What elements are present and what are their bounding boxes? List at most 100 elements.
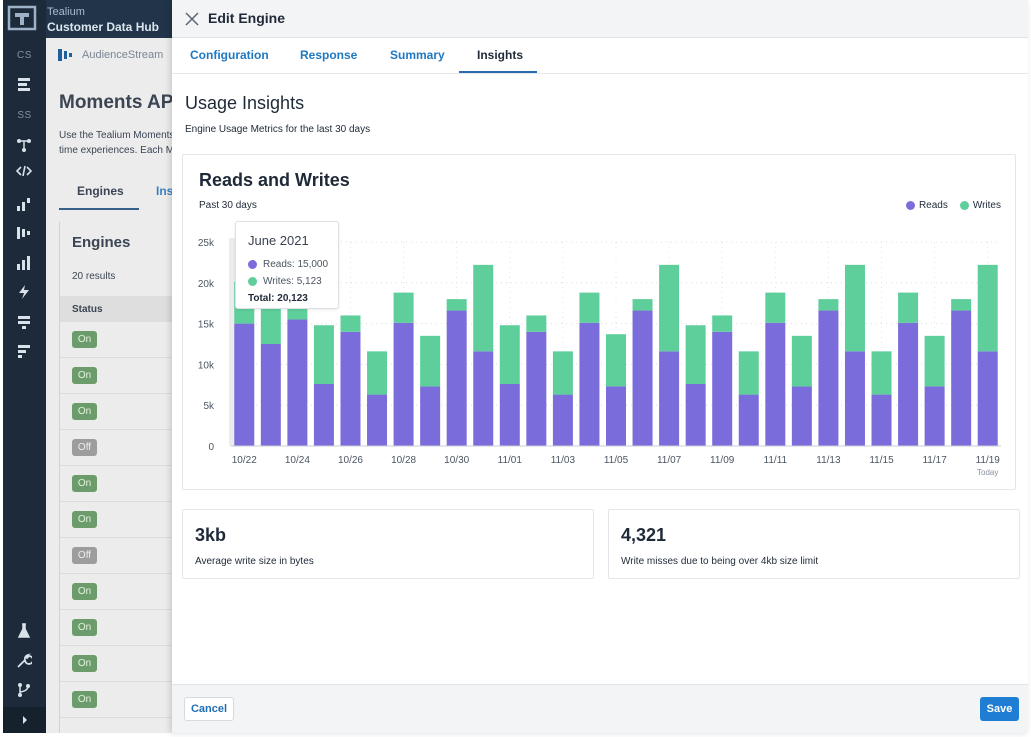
analytics-icon[interactable] — [11, 252, 37, 274]
tab-summary[interactable]: Summary — [390, 48, 445, 62]
status-badge: On — [72, 403, 97, 420]
tooltip-dot-writes — [248, 277, 257, 286]
section-title: Usage Insights — [185, 93, 305, 113]
metric-value: 4,321 — [621, 525, 667, 545]
status-column-header[interactable]: Status — [60, 296, 172, 322]
x-tick-label: 10/24 — [285, 455, 310, 466]
edit-engine-drawer: Edit Engine Configuration Response Summa… — [172, 0, 1028, 733]
tab-configuration[interactable]: Configuration — [190, 48, 269, 62]
y-tick-label: 15k — [198, 320, 215, 331]
bar-writes — [579, 292, 600, 323]
y-tick-label: 10k — [198, 360, 215, 371]
x-tick-label: 11/01 — [498, 455, 523, 466]
y-tick-label: 0 — [208, 442, 214, 453]
table-row[interactable]: On — [60, 322, 172, 358]
tab-response[interactable]: Response — [300, 48, 358, 62]
page-description: Use the Tealium Moments API to build rea… — [59, 130, 172, 156]
legend-item-reads[interactable]: Reads — [905, 200, 948, 211]
bar-writes — [818, 299, 839, 311]
brand-line1: Tealium — [47, 6, 85, 18]
bar-reads — [951, 310, 972, 446]
table-row[interactable]: On — [60, 394, 172, 430]
cancel-button[interactable]: Cancel — [184, 697, 234, 721]
status-badge: On — [72, 655, 97, 672]
status-badge: On — [72, 511, 97, 528]
table-row[interactable]: On — [60, 574, 172, 610]
layers-icon[interactable] — [11, 340, 37, 362]
table-row[interactable]: On — [60, 358, 172, 394]
bar-writes — [712, 315, 733, 332]
bar-writes — [367, 351, 388, 395]
y-tick-label: 5k — [203, 401, 215, 412]
bar-reads — [234, 323, 255, 446]
page-title: Moments API — [59, 92, 172, 113]
bar-reads — [393, 322, 414, 446]
bar-reads — [420, 386, 441, 446]
save-button[interactable]: Save — [980, 697, 1019, 721]
bar-writes — [420, 335, 441, 387]
bar-writes — [313, 325, 334, 384]
legend-dot-reads — [905, 201, 915, 210]
section-subtitle: Engine Usage Metrics for the last 30 day… — [185, 124, 371, 135]
tab-insights-bg[interactable]: Ins — [156, 184, 172, 198]
tooltip-title: June 2021 — [248, 233, 309, 248]
bar-writes — [446, 299, 467, 311]
breadcrumb[interactable]: AudienceStream — [58, 48, 163, 62]
table-row[interactable]: On — [60, 646, 172, 682]
x-tick-label: 11/07 — [657, 455, 682, 466]
close-icon[interactable] — [184, 11, 200, 27]
x-tick-label: 11/03 — [551, 455, 576, 466]
bar-writes — [499, 325, 520, 384]
bar-reads — [499, 383, 520, 446]
stack-icon[interactable] — [11, 311, 37, 333]
x-tick-label: 11/19 — [976, 455, 1001, 466]
code-icon[interactable] — [11, 160, 37, 182]
chart-legend: Reads Writes — [905, 200, 1001, 211]
status-badge: On — [72, 691, 97, 708]
bar-reads — [659, 351, 680, 446]
table-row[interactable]: On — [60, 682, 172, 718]
table-row[interactable]: Off — [60, 538, 172, 574]
bar-writes — [924, 335, 945, 387]
branch-icon[interactable] — [11, 679, 37, 701]
app-header: Tealium Customer Data Hub — [46, 0, 172, 38]
status-badge: On — [72, 331, 97, 348]
tab-insights[interactable]: Insights — [477, 48, 524, 62]
bar-writes — [844, 264, 865, 352]
cs-data-icon[interactable] — [11, 74, 37, 96]
tooltip-dot-reads — [248, 260, 257, 269]
table-row[interactable]: Off — [60, 430, 172, 466]
bar-writes — [606, 334, 626, 387]
bar-reads — [685, 383, 706, 446]
status-badge: On — [72, 619, 97, 636]
wrench-icon[interactable] — [11, 650, 37, 672]
chevron-right-icon[interactable] — [3, 707, 46, 733]
bar-reads — [738, 394, 759, 446]
bar-writes — [738, 351, 759, 395]
legend-item-writes[interactable]: Writes — [959, 200, 1001, 211]
table-row[interactable]: On — [60, 610, 172, 646]
engines-panel-title: Engines — [72, 234, 131, 251]
bar-chart-icon[interactable] — [11, 193, 37, 215]
metric-label: Average write size in bytes — [195, 556, 314, 567]
audiencestream-icon[interactable] — [11, 222, 37, 244]
x-tick-label: 11/15 — [869, 455, 894, 466]
lightning-icon[interactable] — [11, 281, 37, 303]
breadcrumb-label: AudienceStream — [82, 49, 164, 61]
ss-connections-icon[interactable] — [11, 134, 37, 156]
table-row[interactable]: On — [60, 466, 172, 502]
table-row[interactable]: On — [60, 502, 172, 538]
y-tick-label: 25k — [198, 238, 215, 249]
tab-engines[interactable]: Engines — [59, 184, 139, 210]
bar-reads — [473, 351, 494, 446]
tealium-logo-icon[interactable] — [7, 4, 41, 34]
background-app: Tealium Customer Data Hub AudienceStream… — [46, 0, 172, 733]
bar-reads — [871, 394, 892, 446]
bar-reads — [446, 310, 467, 446]
lab-flask-icon[interactable] — [11, 620, 37, 642]
bar-reads — [367, 394, 388, 446]
status-badge: On — [72, 583, 97, 600]
bar-writes — [791, 335, 812, 387]
bar-writes — [977, 264, 998, 352]
left-nav-rail: CS SS — [3, 0, 46, 733]
